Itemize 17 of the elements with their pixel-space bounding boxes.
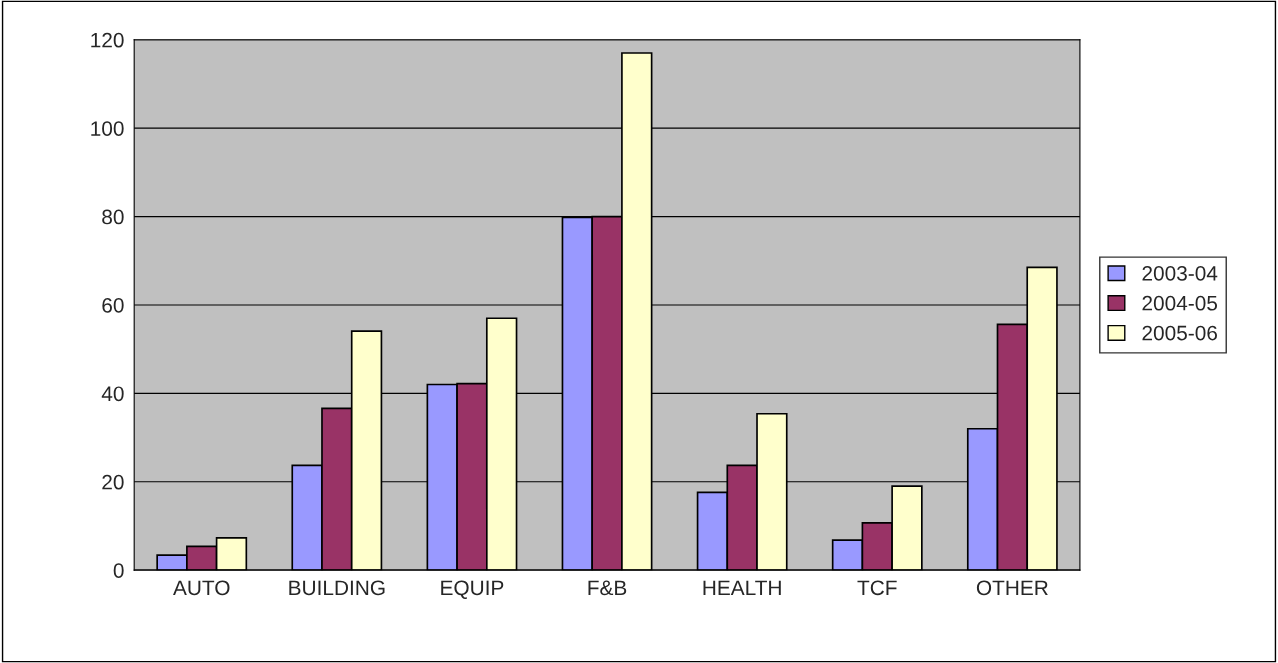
y-tick-label: 60 [102, 297, 124, 313]
legend-label: 2004-05 [1142, 295, 1218, 311]
y-tick-label: 0 [113, 563, 124, 578]
y-tick-label: 120 [91, 32, 124, 48]
x-tick-label: TCF [857, 580, 897, 596]
legend-label: 2005-06 [1142, 325, 1217, 341]
y-tick-label: 100 [91, 121, 124, 136]
x-tick-label: F&B [588, 580, 627, 596]
y-tick-label: 40 [101, 386, 124, 402]
y-tick-label: 20 [102, 474, 124, 490]
y-tick-label: 80 [102, 209, 124, 225]
x-tick-label: AUTO [173, 580, 230, 596]
x-tick-label: OTHER [976, 580, 1048, 596]
x-tick-label: EQUIP [441, 580, 504, 599]
x-tick-label: HEALTH [703, 580, 781, 595]
x-tick-label: BUILDING [289, 580, 385, 596]
legend-label: 2003-04 [1142, 265, 1218, 281]
